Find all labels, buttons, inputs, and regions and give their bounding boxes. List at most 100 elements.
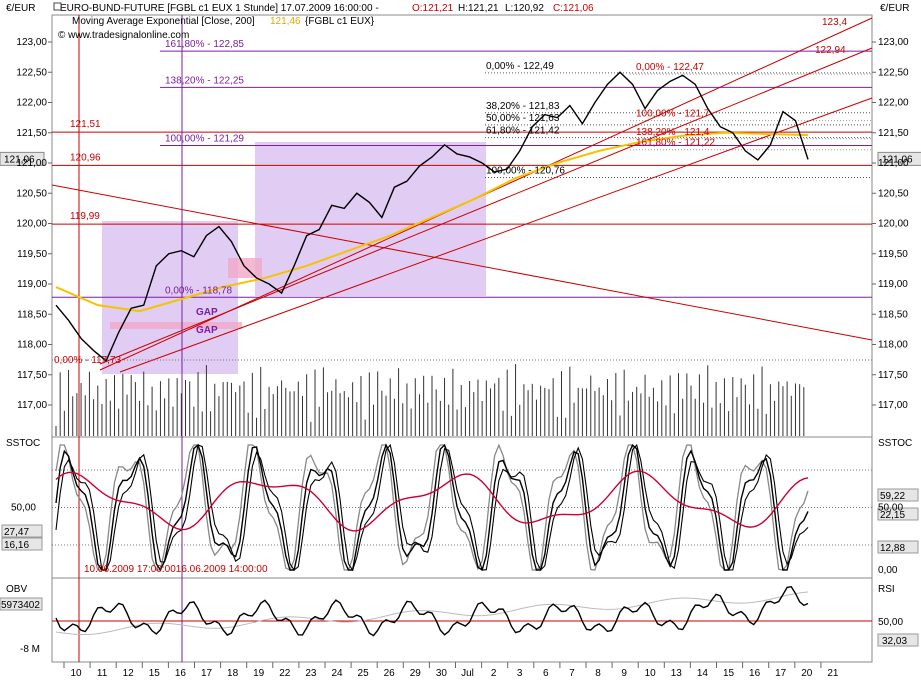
xtick-label: 7 <box>569 668 575 679</box>
xtick-label: 15 <box>723 668 735 679</box>
xtick-label: 16 <box>175 668 187 679</box>
obv-left-tag-2: -8 M <box>20 644 40 655</box>
level-label: 119,99 <box>70 211 100 222</box>
currency-left: €/EUR <box>6 3 35 14</box>
sstoc-title-left: SSTOC <box>6 438 40 449</box>
fib-ext-label: 100,00% - 121,29 <box>165 133 244 144</box>
xtick-label: 19 <box>253 668 265 679</box>
trend-line-4 <box>51 184 873 341</box>
xtick-label: 9 <box>621 668 627 679</box>
ohlc-low: L:120,92 <box>505 3 544 14</box>
xtick-label: 3 <box>517 668 523 679</box>
low-label-1: 0,00% - 118,78 <box>165 285 233 296</box>
sstoc-ytick-right-0: 0,00 <box>878 565 898 576</box>
rsi-ytick: 50,00 <box>878 617 903 628</box>
ma-label: Moving Average Exponential [Close, 200] <box>72 16 255 27</box>
sstoc-title-right: SSTOC <box>878 438 912 449</box>
price-tag-bg <box>877 151 921 166</box>
ma-source: {FGBL c1 EUX} <box>305 16 375 27</box>
obv-left-tag: 5973402 <box>1 600 40 611</box>
obv-pane <box>51 577 873 663</box>
gap-box-2 <box>110 322 242 329</box>
ytick-label-left: 121,50 <box>16 128 47 139</box>
sstoc-tag-bg <box>877 488 919 502</box>
ytick-label-left: 119,00 <box>17 279 47 290</box>
gap-label-2: GAP <box>196 325 218 336</box>
trend-label-2: 122,94 <box>815 45 846 56</box>
sstoc-left-tag: 16,16 <box>4 540 29 551</box>
level-label: 121,51 <box>70 119 101 130</box>
sstoc-gray <box>55 443 809 571</box>
xtick-label: 29 <box>410 668 422 679</box>
ohlc-high: H:121,21 <box>458 3 499 14</box>
xtick-label: 17 <box>775 668 787 679</box>
sstoc-left-tag: 27,47 <box>4 527 29 538</box>
ytick-label-right: 119,00 <box>878 279 908 290</box>
xtick-label: 13 <box>671 668 683 679</box>
xtick-label: 15 <box>149 668 161 679</box>
xtick-label: 30 <box>436 668 448 679</box>
current-price-tag: 121,06 <box>4 154 35 165</box>
ytick-label-right: 118,00 <box>878 340 908 351</box>
instrument-title: EURO-BUND-FUTURE [FGBL c1 EUX 1 Stunde] … <box>60 3 379 14</box>
xtick-label: 11 <box>97 668 108 679</box>
sstoc-right-tag: 12,88 <box>880 543 905 554</box>
xtick-label: 10 <box>70 668 82 679</box>
xtick-label: 18 <box>227 668 239 679</box>
xtick-label: 22 <box>279 668 291 679</box>
level-label: 120,96 <box>70 152 101 163</box>
fib-red-label: 161,80% - 121,22 <box>636 138 715 149</box>
rsi-title: RSI <box>878 584 895 595</box>
xtick-label: 12 <box>123 668 135 679</box>
sstoc-k <box>55 443 809 572</box>
sstoc-right-tag: 22,15 <box>880 510 905 521</box>
ytick-label-left: 118,00 <box>17 340 47 351</box>
ytick-label-right: 120,00 <box>878 219 909 230</box>
ytick-label-right: 117,50 <box>878 370 908 381</box>
fib-red-label: 138,20% - 121,4 <box>636 127 710 138</box>
ytick-label-left: 120,50 <box>16 188 47 199</box>
ytick-label-left: 122,00 <box>16 98 47 109</box>
sstoc-tag-bg <box>877 507 919 521</box>
ma-value: 121,46 <box>270 16 301 27</box>
xtick-label: 26 <box>384 668 396 679</box>
price-line <box>55 71 809 362</box>
fib-retr-label: 100,00% - 120,76 <box>486 166 565 177</box>
obv-tag-bg <box>0 597 43 611</box>
ohlc-open: O:121,21 <box>412 3 454 14</box>
gap-label-1: GAP <box>196 307 218 318</box>
ytick-label-left: 120,00 <box>16 219 47 230</box>
xtick-label: 16 <box>749 668 761 679</box>
obv-line <box>55 585 809 637</box>
sstoc-ltag-bg <box>1 524 43 538</box>
fib-ext-label: 138,20% - 122,25 <box>165 75 244 86</box>
ytick-label-right: 120,50 <box>878 188 909 199</box>
xtick-label: 10 <box>645 668 657 679</box>
trend-label-1: 123,4 <box>822 17 847 28</box>
collapse-icon[interactable] <box>53 2 62 11</box>
sstoc-date-range: 10.06.2009 17:00:0016.06.2009 14:00:00 <box>84 564 268 575</box>
fib-red-label: 100,00% - 121,7 <box>636 109 710 120</box>
ohlc-close: C:121,06 <box>553 3 594 14</box>
ema200-line <box>55 131 809 313</box>
xtick-label: 8 <box>595 668 601 679</box>
ytick-label-right: 121,00 <box>878 158 909 169</box>
ytick-label-left: 118,50 <box>17 309 47 320</box>
sstoc-ytick-left: 50,00 <box>11 503 36 514</box>
copyright: © www.tradesignalonline.com <box>58 30 189 41</box>
fib-retr-label: 38,20% - 121,83 <box>486 101 560 112</box>
xtick-label: 24 <box>331 668 343 679</box>
ytick-label-left: 123,00 <box>16 37 47 48</box>
rsi-line <box>55 591 809 636</box>
currency-right: €/EUR <box>880 3 909 14</box>
xtick-label: 25 <box>358 668 370 679</box>
ytick-label-left: 117,50 <box>17 370 47 381</box>
sstoc-right-tag: 59,22 <box>880 491 905 502</box>
xtick-label: 17 <box>201 668 213 679</box>
ytick-label-right: 123,00 <box>878 37 909 48</box>
sstoc-red <box>55 470 809 532</box>
rsi-tag-bg <box>877 633 919 647</box>
price-tag-bg <box>0 151 45 166</box>
trend-line-3 <box>119 97 873 373</box>
